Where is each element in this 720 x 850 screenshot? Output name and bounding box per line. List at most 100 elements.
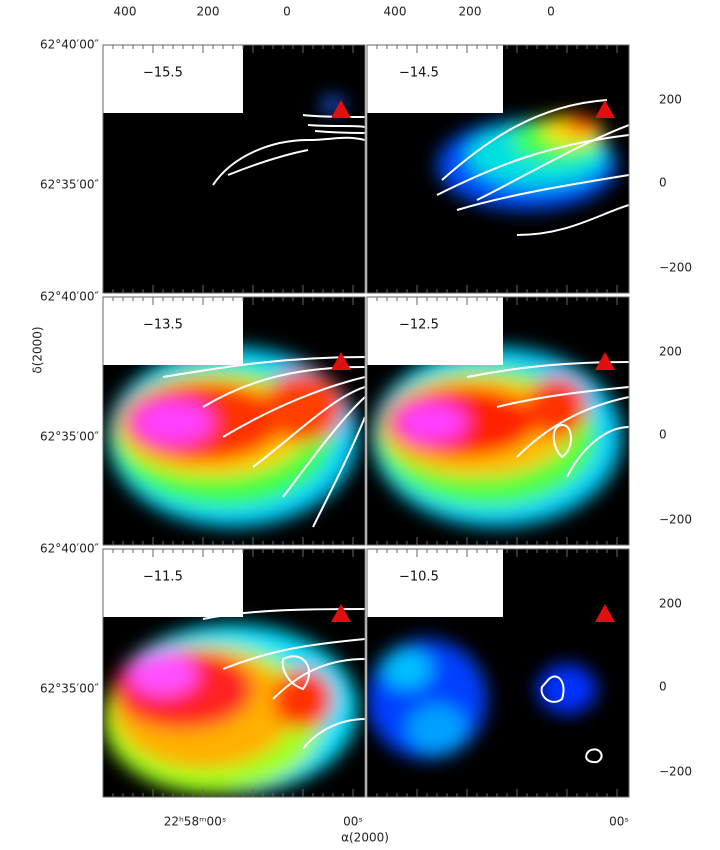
right-tick-label: 200 [659, 93, 682, 107]
source-marker [595, 100, 615, 118]
no-data-area [103, 549, 243, 617]
emission [437, 115, 617, 210]
contour [312, 416, 365, 528]
left-tick-label: 62°35′00″ [40, 682, 100, 696]
channel-panel: −14.5 [366, 44, 630, 294]
panel-frame [102, 296, 366, 546]
contour [252, 386, 365, 468]
source-marker [595, 604, 615, 622]
contour [314, 130, 365, 134]
panel-frame [366, 296, 630, 546]
top-tick-label: 400 [114, 5, 137, 19]
channel-panel: −10.5 [366, 548, 630, 798]
velocity-label: −11.5 [143, 570, 183, 585]
source-marker [331, 100, 351, 118]
channel-map [103, 45, 365, 293]
emission-blob [537, 664, 597, 714]
channel-map [103, 297, 365, 545]
contour [307, 124, 365, 128]
channel-map [367, 297, 629, 545]
y-axis-label: δ(2000) [31, 326, 45, 373]
left-tick-label: 62°40′00″ [40, 290, 100, 304]
emission [108, 347, 358, 527]
contour [282, 396, 365, 498]
emission [103, 624, 358, 794]
source-marker [331, 352, 351, 370]
contour [585, 748, 603, 764]
channel-map [367, 549, 629, 797]
left-tick-label: 62°35′00″ [40, 178, 100, 192]
emission-blob [133, 400, 213, 444]
velocity-label: −12.5 [399, 318, 439, 333]
emission-blob [397, 402, 467, 442]
contour [441, 99, 608, 181]
top-tick-label: 200 [197, 5, 220, 19]
right-tick-label: 200 [659, 345, 682, 359]
top-tick-label: 400 [384, 5, 407, 19]
left-tick-label: 62°35′00″ [40, 430, 100, 444]
contour [436, 134, 629, 196]
contour [540, 675, 565, 703]
left-tick-label: 62°40′00″ [40, 542, 100, 556]
no-data-area [367, 45, 503, 113]
channel-panel: −13.5 [102, 296, 366, 546]
emission-blob [273, 669, 333, 729]
emission-blob [407, 704, 467, 754]
velocity-label: −15.5 [143, 66, 183, 81]
right-tick-label: −200 [659, 765, 692, 779]
no-data-area [367, 549, 503, 617]
channel-panel: −11.5 [102, 548, 366, 798]
contour [212, 136, 365, 186]
source-marker [331, 604, 351, 622]
right-tick-label: 0 [659, 176, 667, 190]
contour [566, 426, 629, 478]
contour [456, 174, 629, 211]
no-data-area [103, 297, 243, 365]
no-data-area [103, 45, 243, 113]
contour [272, 658, 365, 700]
contour [516, 396, 629, 458]
contour [302, 718, 365, 750]
emission-blob [263, 372, 343, 442]
contour [227, 149, 309, 176]
panel-frame [366, 548, 630, 798]
emission [372, 347, 622, 527]
channel-map [367, 45, 629, 293]
velocity-label: −14.5 [399, 66, 439, 81]
right-tick-label: −200 [659, 513, 692, 527]
x-axis-label: α(2000) [341, 831, 389, 845]
right-tick-label: 200 [659, 597, 682, 611]
velocity-label: −13.5 [143, 318, 183, 333]
top-tick-label: 200 [459, 5, 482, 19]
panel-frame [102, 44, 366, 294]
contour [476, 124, 629, 201]
contour [516, 204, 629, 236]
panel-frame [366, 44, 630, 294]
emission-blob [566, 116, 598, 134]
panel-frame [102, 548, 366, 798]
bottom-tick-label: 00ˢ [343, 815, 363, 829]
top-tick-label: 0 [547, 5, 555, 19]
emission-blob [382, 649, 432, 689]
velocity-label: −10.5 [399, 570, 439, 585]
contour [552, 424, 573, 459]
right-tick-label: 0 [659, 428, 667, 442]
contour [222, 376, 365, 438]
contour [222, 638, 365, 670]
no-data-area [367, 297, 503, 365]
bottom-tick-label: 00ˢ [609, 815, 629, 829]
contour [281, 655, 310, 691]
emission [367, 639, 597, 759]
right-tick-label: 0 [659, 680, 667, 694]
emission-blob [527, 377, 587, 437]
bottom-tick-label: 22ʰ58ᵐ00ˢ [164, 815, 227, 829]
contour [162, 356, 365, 378]
top-tick-label: 0 [283, 5, 291, 19]
contour [496, 386, 629, 408]
left-tick-label: 62°40′00″ [40, 38, 100, 52]
channel-map [103, 549, 365, 797]
channel-panel: −15.5 [102, 44, 366, 294]
contour [302, 114, 365, 118]
channel-panel: −12.5 [366, 296, 630, 546]
